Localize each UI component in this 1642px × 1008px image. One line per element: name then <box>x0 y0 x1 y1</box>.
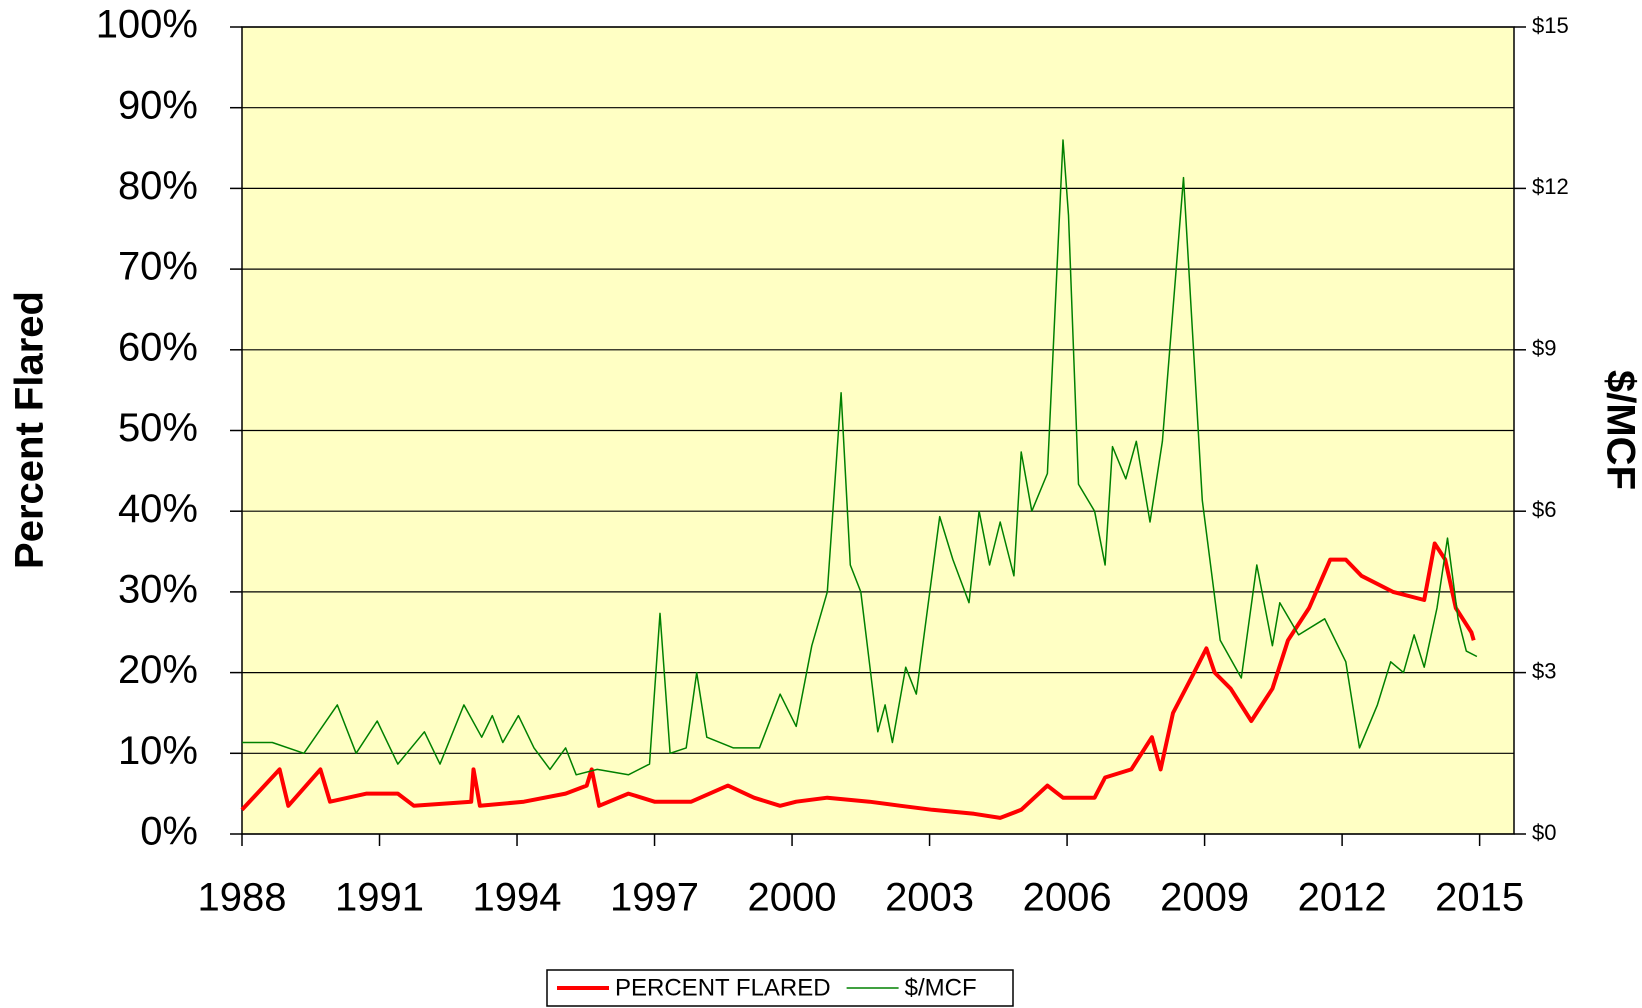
series-line <box>242 139 1478 776</box>
legend-label: PERCENT FLARED <box>615 974 831 1001</box>
y-tick-label: 30% <box>118 567 198 611</box>
y-tick-label: 70% <box>118 245 198 289</box>
y2-tick-label: $12 <box>1532 174 1569 199</box>
y-tick-label: 90% <box>118 83 198 127</box>
y-tick-label: 80% <box>118 164 198 208</box>
legend-box <box>546 969 1014 1007</box>
x-tick-label: 2015 <box>1435 876 1524 920</box>
y2-tick-label: $0 <box>1532 820 1556 845</box>
y-tick-label: 20% <box>118 648 198 692</box>
y-axis-title: Percent Flared <box>8 291 52 569</box>
legend: PERCENT FLARED $/MCF <box>546 969 1014 1007</box>
x-tick-label: 1997 <box>610 876 699 920</box>
y2-axis-title: $/MCF <box>1598 370 1642 490</box>
y2-tick-label: $3 <box>1532 658 1556 683</box>
y-tick-label: 60% <box>118 325 198 369</box>
y2-tick-label: $6 <box>1532 497 1556 522</box>
y2-tick-label: $15 <box>1532 13 1569 38</box>
y-tick-label: 100% <box>96 3 198 47</box>
y-tick-label: 10% <box>118 729 198 773</box>
x-tick-label: 2012 <box>1298 876 1387 920</box>
y-tick-label: 40% <box>118 487 198 531</box>
x-tick-label: 2009 <box>1160 876 1249 920</box>
x-tick-label: 1991 <box>335 876 424 920</box>
x-tick-label: 2006 <box>1023 876 1112 920</box>
y-tick-label: 0% <box>140 810 198 854</box>
x-tick-label: 2000 <box>748 876 837 920</box>
x-tick-label: 2003 <box>885 876 974 920</box>
legend-label: $/MCF <box>905 974 977 1001</box>
y-tick-label: 50% <box>118 406 198 450</box>
x-tick-label: 1988 <box>198 876 287 920</box>
series-line <box>240 541 1476 820</box>
y2-tick-label: $9 <box>1532 336 1556 361</box>
x-tick-label: 1994 <box>473 876 562 920</box>
